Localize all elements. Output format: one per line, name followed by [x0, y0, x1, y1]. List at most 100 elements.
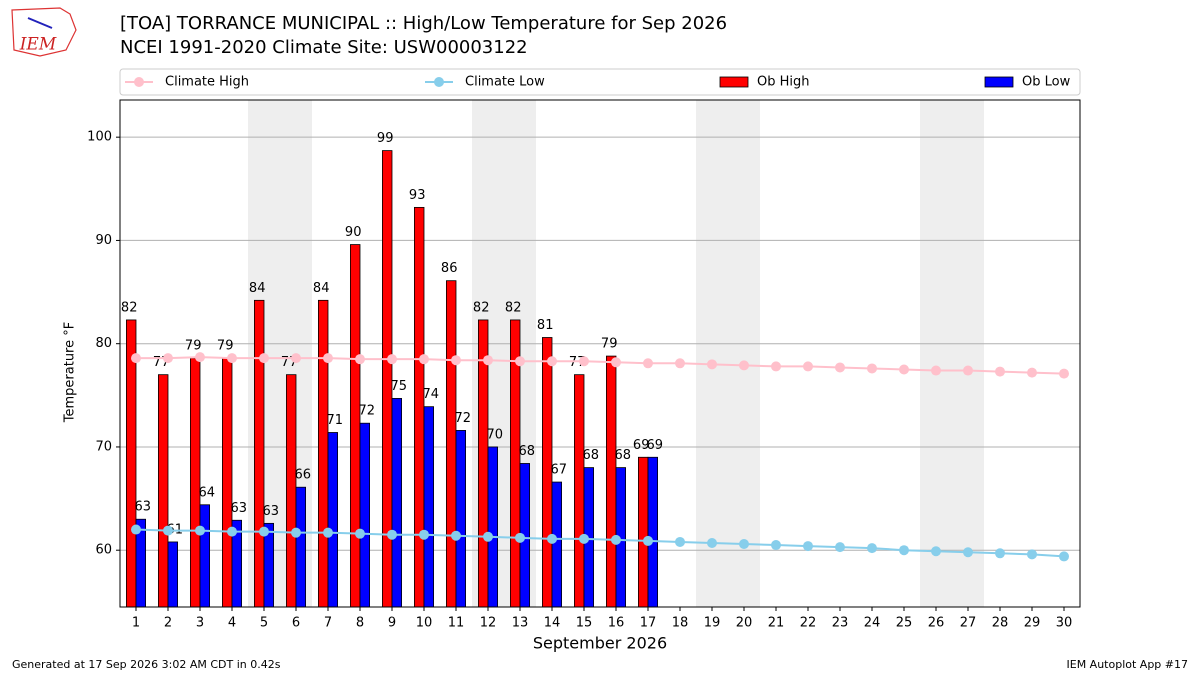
plot-frame [119, 99, 1081, 608]
bar [359, 422, 371, 608]
legend-swatch [984, 76, 1014, 88]
bar [606, 355, 617, 608]
point [867, 543, 877, 554]
point [291, 353, 301, 364]
x-tick-label: 30 [1056, 616, 1073, 631]
point [131, 524, 141, 535]
legend-marker [134, 77, 144, 87]
point [675, 536, 685, 547]
x-tick-label: 27 [960, 616, 977, 631]
point [131, 353, 141, 364]
point [675, 358, 685, 369]
weekend-band [952, 100, 984, 607]
bar [285, 374, 297, 608]
x-tick-label: 14 [544, 616, 561, 631]
data-label: 82 [473, 300, 490, 315]
point [707, 359, 717, 370]
point [707, 537, 717, 548]
point [739, 539, 749, 550]
point [899, 364, 909, 375]
data-label: 64 [199, 485, 216, 500]
data-label: 66 [295, 468, 312, 483]
x-tick-label: 12 [480, 616, 497, 631]
data-label: 84 [249, 281, 266, 296]
y-tick-label: 60 [95, 543, 112, 558]
bar [317, 299, 329, 608]
bar [327, 432, 339, 608]
x-tick-label: 5 [260, 616, 268, 631]
x-tick-label: 18 [672, 616, 689, 631]
point [323, 527, 333, 538]
point [451, 355, 461, 366]
point [803, 361, 813, 372]
point [771, 361, 781, 372]
data-label: 75 [391, 379, 408, 394]
x-tick-label: 22 [800, 616, 817, 631]
data-label: 67 [551, 463, 568, 478]
point [995, 548, 1005, 559]
point [387, 354, 397, 365]
point [835, 542, 845, 553]
point [1059, 551, 1069, 562]
point [963, 365, 973, 376]
data-label: 68 [615, 448, 632, 463]
data-label: 68 [519, 444, 536, 459]
x-tick-label: 19 [704, 616, 721, 631]
point [1027, 367, 1037, 378]
x-tick-label: 6 [292, 616, 300, 631]
point [163, 353, 173, 364]
y-axis-label: Temperature °F [63, 322, 78, 423]
x-axis-label: September 2026 [533, 634, 667, 653]
legend-label: Climate High [165, 75, 249, 90]
point [227, 353, 237, 364]
point [1059, 368, 1069, 379]
data-label: 99 [377, 131, 394, 146]
point [355, 528, 365, 539]
x-tick-label: 25 [896, 616, 913, 631]
point [835, 362, 845, 373]
point [739, 360, 749, 371]
x-tick-label: 3 [196, 616, 204, 631]
weekend-band [696, 100, 728, 607]
legend-marker [434, 77, 444, 87]
point [611, 534, 621, 545]
point [291, 527, 301, 538]
data-label: 71 [327, 413, 344, 428]
data-label: 63 [135, 500, 152, 515]
bar [199, 504, 211, 608]
point [387, 529, 397, 540]
x-tick-label: 1 [132, 616, 140, 631]
x-tick-label: 26 [928, 616, 945, 631]
point [547, 356, 557, 367]
footer-left: Generated at 17 Sep 2026 3:02 AM CDT in … [12, 658, 281, 671]
y-tick-label: 100 [87, 130, 112, 145]
point [931, 546, 941, 557]
bar [487, 446, 499, 608]
data-label: 82 [505, 300, 522, 315]
point [419, 354, 429, 365]
legend-label: Ob Low [1022, 75, 1071, 90]
x-tick-label: 4 [228, 616, 236, 631]
bar [253, 299, 265, 608]
chart-subtitle: NCEI 1991-2020 Climate Site: USW00003122 [120, 37, 528, 58]
x-tick-label: 10 [416, 616, 433, 631]
bar [221, 357, 233, 608]
point [195, 352, 205, 363]
bar [574, 374, 585, 608]
point [419, 529, 429, 540]
legend [119, 68, 1081, 96]
x-tick-label: 15 [576, 616, 593, 631]
x-tick-label: 8 [356, 616, 364, 631]
data-label: 79 [217, 339, 234, 354]
point [995, 366, 1005, 377]
bar [638, 456, 649, 608]
data-label: 72 [359, 404, 376, 419]
x-tick-label: 13 [512, 616, 529, 631]
point [963, 547, 973, 558]
point [1027, 549, 1037, 560]
line [135, 528, 1065, 558]
weekend-band [728, 100, 760, 607]
x-tick-label: 24 [864, 616, 881, 631]
logo: IEM [11, 7, 77, 57]
